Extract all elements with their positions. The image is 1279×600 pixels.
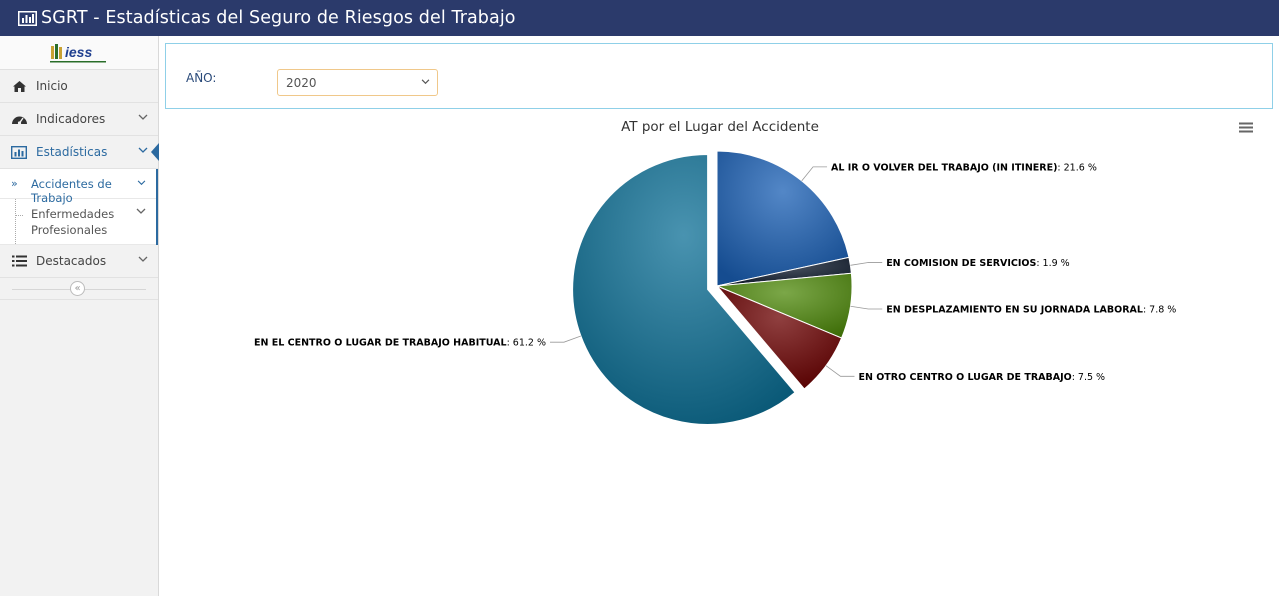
year-label: AÑO: xyxy=(186,71,217,85)
active-indicator xyxy=(151,143,159,161)
dashboard-icon xyxy=(10,112,28,126)
sidebar-collapse-row: « xyxy=(0,278,158,300)
data-label: AL IR O VOLVER DEL TRABAJO (IN ITINERE):… xyxy=(831,162,1097,173)
sidebar-item-label: Inicio xyxy=(36,79,68,93)
submenu-item-label: Profesionales xyxy=(31,223,108,237)
submenu-item-label: Accidentes de Trabajo xyxy=(31,177,112,205)
sidebar-item-indicadores[interactable]: Indicadores xyxy=(0,103,158,136)
tree-line xyxy=(15,199,17,244)
bar-chart-icon xyxy=(18,10,37,26)
data-label-connector xyxy=(825,365,855,377)
chart-title: AT por el Lugar del Accidente xyxy=(621,119,819,135)
pie-labels: AL IR O VOLVER DEL TRABAJO (IN ITINERE):… xyxy=(254,162,1176,382)
sidebar-item-label: Destacados xyxy=(36,254,107,268)
chevron-down-icon xyxy=(138,147,148,153)
bar-chart-icon xyxy=(10,145,28,159)
chevron-down-icon xyxy=(136,208,146,214)
data-label: EN OTRO CENTRO O LUGAR DE TRABAJO: 7.5 % xyxy=(858,372,1105,383)
app-header: SGRT - Estadísticas del Seguro de Riesgo… xyxy=(0,0,1279,36)
iess-logo-mark: iess xyxy=(50,43,106,62)
year-select[interactable]: 2020 xyxy=(277,69,438,96)
sidebar-item-inicio[interactable]: Inicio xyxy=(0,70,158,103)
home-icon xyxy=(10,79,28,93)
year-select-value: 2020 xyxy=(286,76,317,90)
menu-line xyxy=(1239,126,1253,129)
data-label: EN COMISION DE SERVICIOS: 1.9 % xyxy=(886,258,1070,269)
submenu-item-accidentes-de-trabajo[interactable]: » Accidentes de Trabajo xyxy=(0,169,156,205)
chevron-down-icon xyxy=(138,114,148,120)
collapse-sidebar-button[interactable]: « xyxy=(70,281,85,296)
svg-text:iess: iess xyxy=(65,44,92,60)
chevron-down-icon xyxy=(421,79,430,85)
sidebar: iess Inicio Indicadores Estadísticas » A… xyxy=(0,36,159,596)
filter-panel: AÑO: 2020 xyxy=(165,43,1273,109)
double-chevron-left-icon: « xyxy=(74,282,81,294)
data-label: EN DESPLAZAMIENTO EN SU JORNADA LABORAL:… xyxy=(886,304,1176,315)
app-title: SGRT - Estadísticas del Seguro de Riesgo… xyxy=(41,8,516,28)
pie-slice[interactable] xyxy=(716,150,850,287)
list-icon xyxy=(10,254,28,268)
data-label: EN EL CENTRO O LUGAR DE TRABAJO HABITUAL… xyxy=(254,338,546,349)
chart-menu-button[interactable] xyxy=(1236,119,1256,137)
pie-chart-container: AT por el Lugar del Accidente AL IR O VO… xyxy=(165,111,1279,596)
data-label-connector xyxy=(549,335,582,343)
submenu-item-label: Enfermedades xyxy=(31,207,115,221)
pie-slice[interactable] xyxy=(716,285,843,390)
sidebar-item-label: Indicadores xyxy=(36,112,106,126)
double-chevron-right-icon: » xyxy=(11,177,18,190)
submenu-estadisticas: » Accidentes de Trabajo Enfermedades Pro… xyxy=(0,169,158,245)
pie-slices xyxy=(572,150,853,425)
pie-chart: AT por el Lugar del Accidente AL IR O VO… xyxy=(254,119,1256,425)
chevron-down-icon xyxy=(138,256,148,262)
submenu-item-enfermedades-profesionales[interactable]: Enfermedades Profesionales xyxy=(0,199,156,245)
menu-line xyxy=(1239,130,1253,133)
menu-line xyxy=(1239,122,1253,125)
sidebar-item-destacados[interactable]: Destacados xyxy=(0,245,158,278)
tree-connector xyxy=(15,215,23,216)
data-label-connector xyxy=(850,262,883,266)
data-label-connector xyxy=(801,166,828,182)
data-label-connector xyxy=(850,305,883,310)
sidebar-item-label: Estadísticas xyxy=(36,145,108,159)
sidebar-item-estadisticas[interactable]: Estadísticas xyxy=(0,136,159,169)
iess-logo[interactable]: iess xyxy=(0,36,158,70)
chevron-down-icon xyxy=(137,180,146,186)
